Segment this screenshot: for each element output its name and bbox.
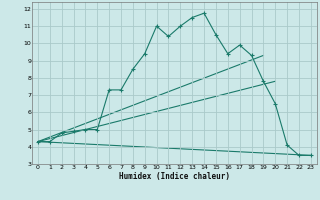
X-axis label: Humidex (Indice chaleur): Humidex (Indice chaleur) [119,172,230,181]
